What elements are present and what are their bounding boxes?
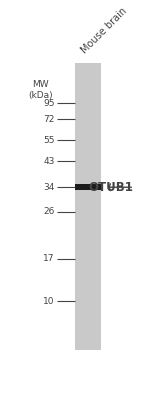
Text: 10: 10	[43, 297, 55, 306]
Bar	[75, 184, 101, 190]
Text: 95: 95	[43, 99, 55, 108]
Text: 72: 72	[43, 115, 55, 124]
Text: 43: 43	[43, 157, 55, 166]
Text: Mouse brain: Mouse brain	[79, 6, 129, 56]
Text: OTUB1: OTUB1	[88, 181, 133, 194]
Text: 34: 34	[43, 183, 55, 192]
Text: MW
(kDa): MW (kDa)	[28, 80, 53, 100]
Text: 17: 17	[43, 254, 55, 264]
Text: 26: 26	[43, 207, 55, 216]
Bar	[75, 63, 101, 350]
Text: 55: 55	[43, 136, 55, 145]
